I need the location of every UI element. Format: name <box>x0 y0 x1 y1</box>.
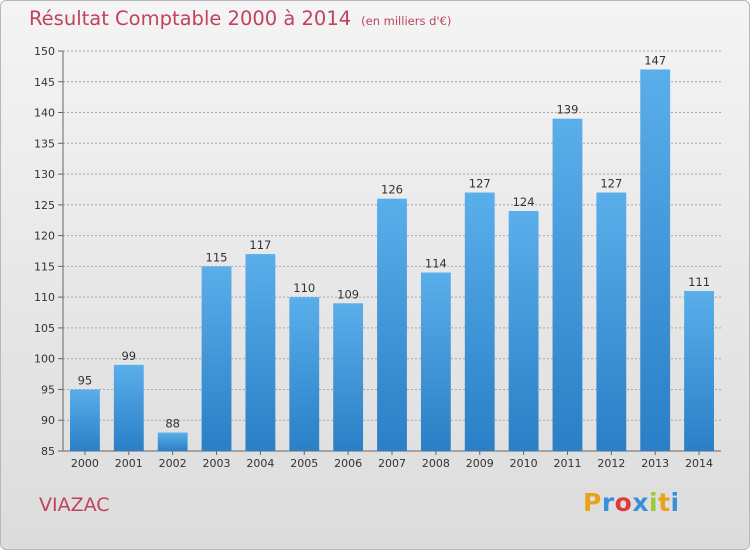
x-tick-label: 2000 <box>71 457 99 470</box>
bar <box>113 364 144 451</box>
bar <box>157 432 188 451</box>
bar <box>70 389 100 451</box>
logo-letter: P <box>583 488 602 517</box>
data-label: 111 <box>688 275 710 289</box>
y-tick-label: 95 <box>41 383 55 396</box>
x-tick-label: 2007 <box>378 457 406 470</box>
y-tick-label: 135 <box>34 137 55 150</box>
data-label: 127 <box>600 177 622 191</box>
data-label: 139 <box>556 103 578 117</box>
data-label: 110 <box>293 281 315 295</box>
bar <box>508 211 539 451</box>
data-label: 115 <box>206 250 228 264</box>
bar <box>596 192 627 452</box>
x-tick-label: 2003 <box>203 457 231 470</box>
y-tick-label: 110 <box>34 291 55 304</box>
bar <box>377 198 407 451</box>
data-label: 95 <box>78 373 93 387</box>
bar <box>333 303 364 451</box>
logo-letter: i <box>649 488 659 517</box>
y-tick-label: 100 <box>34 353 55 366</box>
y-tick-label: 105 <box>34 322 55 335</box>
x-tick-label: 2010 <box>510 457 538 470</box>
bar <box>201 266 232 451</box>
data-label: 99 <box>121 349 136 363</box>
chart-subtitle: (en milliers d'€) <box>361 14 452 28</box>
proxiti-logo: Proxiti <box>583 488 680 517</box>
x-tick-label: 2008 <box>422 457 450 470</box>
x-tick-label: 2013 <box>641 457 669 470</box>
title-text: Résultat Comptable 2000 à 2014 <box>29 7 352 30</box>
data-label: 114 <box>425 257 447 271</box>
x-tick-label: 2004 <box>246 457 274 470</box>
logo-letter: r <box>601 488 615 517</box>
x-tick-label: 2012 <box>597 457 625 470</box>
data-label: 109 <box>337 287 359 301</box>
y-tick-label: 150 <box>34 45 55 58</box>
y-tick-label: 140 <box>34 107 55 120</box>
y-tick-label: 120 <box>34 230 55 243</box>
logo-letter: i <box>670 488 680 517</box>
x-tick-label: 2014 <box>685 457 713 470</box>
commune-name: VIAZAC <box>39 494 110 516</box>
data-label: 117 <box>249 238 271 252</box>
y-tick-label: 125 <box>34 199 55 212</box>
data-label: 88 <box>165 417 180 431</box>
logo-letter: t <box>658 488 671 517</box>
bar <box>552 118 583 451</box>
y-tick-label: 90 <box>41 414 55 427</box>
bar <box>464 192 495 452</box>
x-tick-label: 2001 <box>115 457 143 470</box>
chart-title: Résultat Comptable 2000 à 2014 (en millie… <box>29 7 451 30</box>
y-tick-label: 85 <box>41 445 55 458</box>
data-label: 126 <box>381 183 403 197</box>
x-tick-label: 2006 <box>334 457 362 470</box>
data-label: 127 <box>469 177 491 191</box>
y-tick-label: 145 <box>34 76 55 89</box>
bar <box>420 272 451 451</box>
bar <box>684 291 714 451</box>
bar <box>245 254 276 451</box>
x-tick-label: 2005 <box>290 457 318 470</box>
bar <box>640 69 671 451</box>
x-tick-label: 2011 <box>553 457 581 470</box>
y-tick-label: 115 <box>34 260 55 273</box>
x-tick-label: 2009 <box>466 457 494 470</box>
logo-letter: o <box>614 488 633 517</box>
logo-letter: x <box>632 488 649 517</box>
data-label: 147 <box>644 53 666 67</box>
data-label: 124 <box>513 195 535 209</box>
x-tick-label: 2002 <box>159 457 187 470</box>
y-tick-label: 130 <box>34 168 55 181</box>
bar <box>289 297 320 451</box>
